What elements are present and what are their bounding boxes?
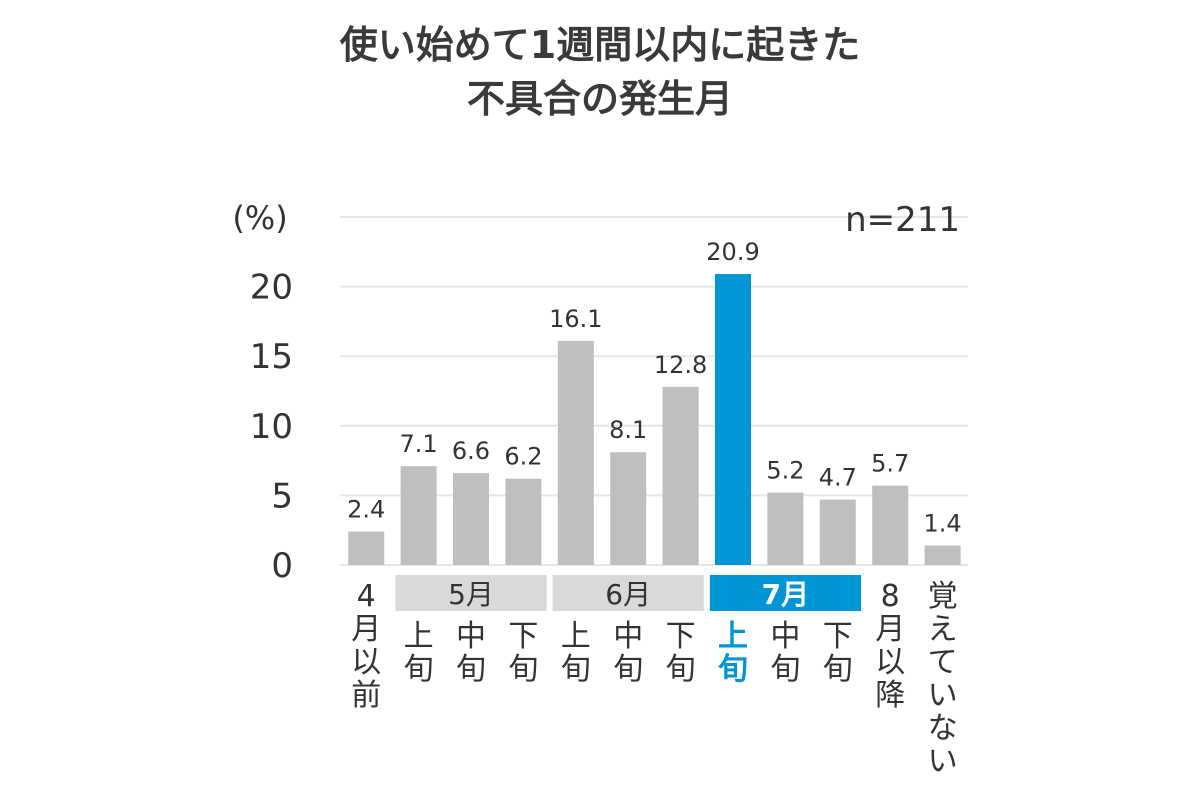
month-group-label: 5月 [448, 578, 494, 611]
category-label-char: な [927, 711, 958, 746]
bar-value-label: 20.9 [706, 238, 759, 266]
y-tick-label: 10 [250, 407, 293, 447]
category-label: 中旬 [603, 620, 653, 686]
bar [872, 485, 909, 565]
category-label-char: 上 [560, 619, 591, 654]
bar [505, 478, 542, 565]
chart-title-line-2: 不具合の発生月 [466, 77, 733, 121]
month-group-label: 7月 [762, 578, 809, 611]
category-label-char: 旬 [613, 652, 644, 687]
y-tick-label: 20 [250, 268, 293, 308]
bar-value-label: 4.7 [819, 464, 857, 492]
category-label-char: 旬 [822, 652, 853, 687]
category-label-char: 中 [456, 619, 486, 654]
month-group-box [709, 575, 861, 611]
category-label-char: 上 [403, 619, 434, 654]
bar [557, 340, 594, 565]
category-label-char: 前 [351, 678, 382, 713]
category-label-char: い [927, 678, 958, 713]
bar-value-label: 5.2 [766, 457, 804, 485]
category-label-char: 下 [822, 619, 853, 654]
category-label: 上旬 [394, 620, 444, 686]
category-label-char: 旬 [560, 652, 591, 687]
category-label-char: 旬 [665, 652, 696, 687]
category-label-char: 以 [875, 645, 906, 680]
category-label-char: 下 [508, 619, 539, 654]
bar-value-label: 6.2 [504, 443, 542, 471]
bar [453, 473, 489, 565]
bar-value-label: 5.7 [871, 450, 909, 478]
bar-value-label: 16.1 [549, 305, 602, 333]
bar [715, 274, 751, 565]
category-label-char: 下 [665, 619, 696, 654]
category-label-char: て [927, 645, 958, 680]
category-label: 中旬 [760, 620, 810, 686]
bar [610, 452, 647, 565]
bar-value-label: 2.4 [347, 496, 385, 524]
y-tick-label: 0 [271, 546, 293, 586]
category-label-char: 上 [718, 619, 748, 654]
month-group-box [395, 575, 547, 611]
month-group-label: 6月 [605, 578, 651, 611]
y-unit-label: (%) [232, 199, 287, 237]
category-label-char: い [927, 744, 958, 779]
category-label: 下旬 [813, 620, 863, 686]
bar [348, 531, 385, 565]
y-tick-label: 5 [271, 476, 293, 516]
bar-value-label: 8.1 [609, 416, 647, 444]
sample-size-label: n=211 [845, 200, 960, 240]
category-label-char: 旬 [718, 652, 748, 687]
bar [662, 386, 699, 565]
category-label: 下旬 [656, 620, 706, 686]
bar [767, 492, 804, 565]
category-label-char: 降 [875, 678, 906, 713]
bar [924, 545, 961, 565]
category-label-char: 月 [351, 612, 382, 647]
category-label-char: 旬 [770, 652, 801, 687]
category-label-char: 4 [356, 579, 376, 614]
bar-value-label: 6.6 [452, 437, 490, 465]
category-label: 中旬 [446, 620, 496, 686]
category-label: 覚えていない [918, 580, 968, 778]
bar-value-label: 12.8 [654, 351, 707, 379]
category-label-char: 中 [770, 619, 801, 654]
bar [400, 466, 437, 565]
month-group-box [552, 575, 704, 611]
category-label: 下旬 [498, 620, 548, 686]
y-tick-label: 15 [250, 337, 293, 377]
category-label-char: 中 [613, 619, 644, 654]
category-label-char: 覚 [927, 579, 958, 614]
category-label-char: 月 [875, 612, 906, 647]
category-label-char: 8 [880, 579, 900, 614]
category-label-char: 旬 [403, 652, 434, 687]
category-label: 上旬 [551, 620, 601, 686]
category-label-char: 旬 [456, 652, 486, 687]
bar [819, 499, 856, 565]
category-label-char: 旬 [508, 652, 539, 687]
category-label-char: 以 [351, 645, 382, 680]
bar-value-label: 1.4 [924, 510, 962, 538]
category-label: 上旬 [708, 620, 758, 686]
bar-value-label: 7.1 [400, 430, 438, 458]
chart-title-line-1: 使い始めて1週間以内に起きた [339, 23, 861, 67]
category-label-char: え [927, 612, 958, 647]
